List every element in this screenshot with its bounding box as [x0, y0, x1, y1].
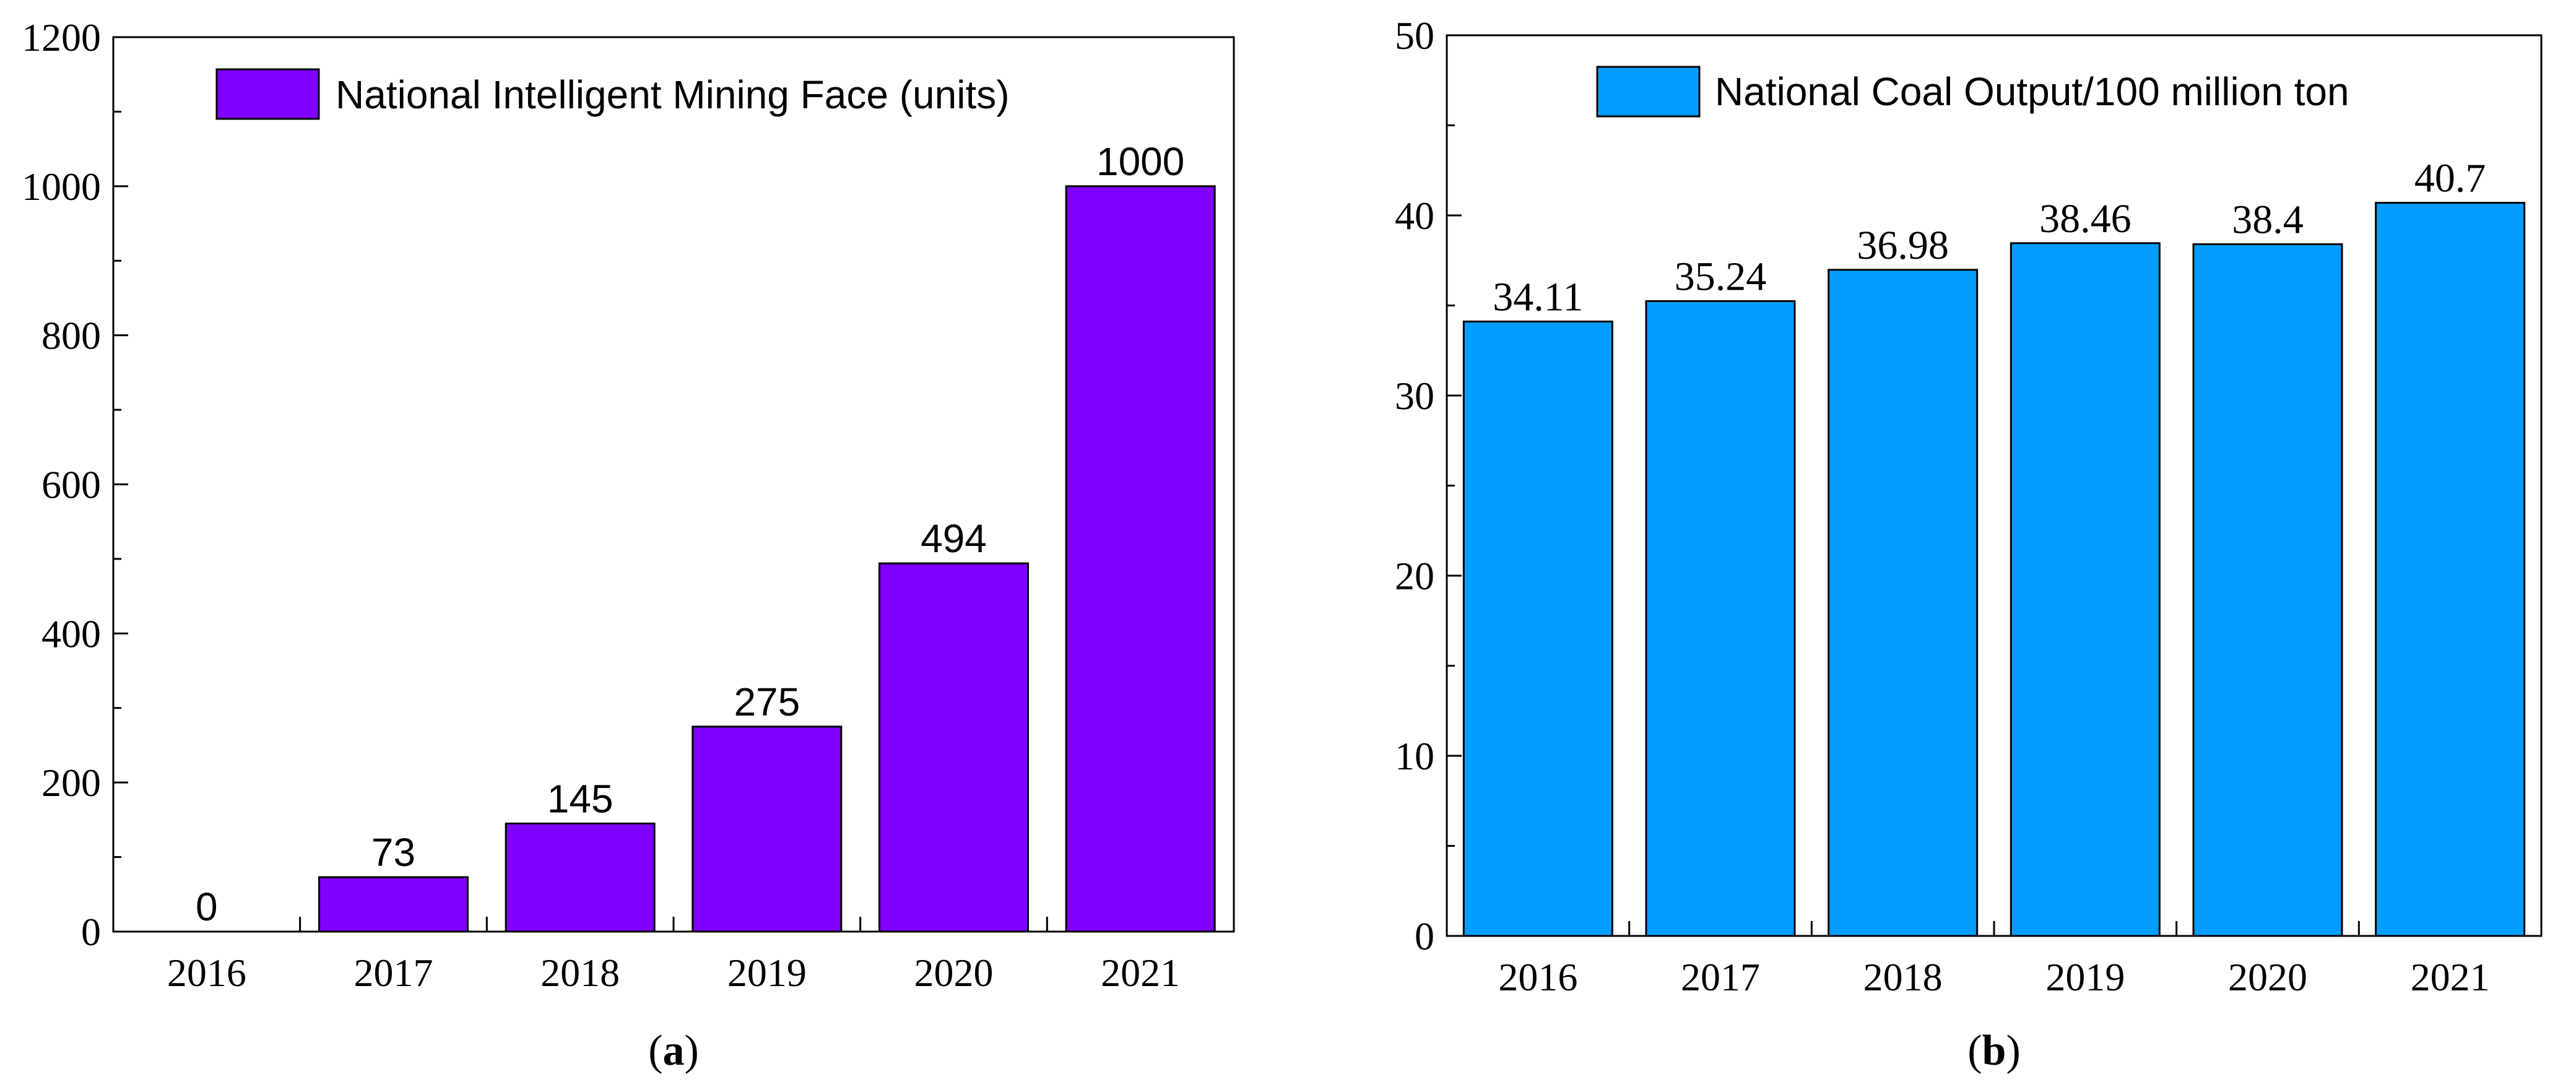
x-tick-label-2019: 2019 [2045, 955, 2125, 999]
y-tick-label: 400 [41, 612, 101, 656]
legend-label: National Intelligent Mining Face (units) [336, 72, 1010, 117]
chart-panel-b: 0 10 20 30 40 50 34.11 2016 35.24 2017 36.98 2018 38… [1395, 14, 2543, 1075]
x-tick-label-2018: 2018 [1863, 955, 1943, 999]
data-label-2016: 0 [196, 885, 218, 929]
bar-2019 [2010, 242, 2161, 937]
x-tick-label-2019: 2019 [727, 951, 807, 995]
data-label-2020: 38.4 [2232, 197, 2304, 243]
data-label-2020: 494 [921, 516, 987, 561]
data-label-2018: 36.98 [1857, 223, 1949, 268]
x-tick-label-2017: 2017 [354, 951, 433, 995]
y-tick-label: 1000 [22, 165, 101, 209]
panel-letter: a [663, 1027, 685, 1075]
x-tick-label-2020: 2020 [2228, 955, 2307, 999]
data-label-2021: 40.7 [2414, 156, 2486, 201]
x-tick-label-2021: 2021 [2411, 955, 2490, 999]
legend-label: National Coal Output/100 million ton [1715, 69, 2349, 114]
legend-swatch [1596, 66, 1701, 118]
x-tick-label-2017: 2017 [1681, 955, 1760, 999]
bar-2021 [2375, 202, 2526, 937]
y-tick-label: 800 [41, 314, 101, 358]
data-label-2016: 34.11 [1493, 274, 1583, 319]
data-label-2019: 38.46 [2039, 196, 2131, 241]
bar-2018 [505, 822, 656, 933]
bar-2017 [318, 876, 469, 933]
data-label-2021: 1000 [1096, 139, 1184, 184]
y-tick-label: 0 [1415, 914, 1434, 958]
x-tick-label-2016: 2016 [1498, 955, 1577, 999]
panel-label: (b) [1967, 1027, 2021, 1075]
data-label-2017: 35.24 [1675, 254, 1767, 300]
bar-2016 [1462, 320, 1613, 937]
y-tick-label: 40 [1395, 194, 1434, 238]
x-tick-label-2021: 2021 [1101, 951, 1180, 995]
panel-letter: b [1982, 1027, 2006, 1075]
y-tick-label: 50 [1395, 14, 1434, 58]
x-tick-label-2016: 2016 [167, 951, 246, 995]
x-tick-label-2020: 2020 [914, 951, 994, 995]
y-tick-label: 20 [1395, 554, 1434, 598]
chart-panel-a: 0 200 400 600 800 1000 1200 0 2016 73 2017 145 2018 2… [22, 15, 1235, 1075]
panel-label: (a) [648, 1027, 699, 1075]
y-tick-label: 30 [1395, 374, 1434, 418]
x-tick-label-2018: 2018 [540, 951, 620, 995]
bar-2018 [1828, 269, 1979, 937]
bar-2019 [692, 725, 843, 933]
bar-2020 [2192, 243, 2343, 937]
bar-2020 [878, 562, 1029, 933]
legend-swatch [215, 68, 320, 120]
data-label-2017: 73 [371, 830, 415, 875]
bar-2021 [1065, 185, 1216, 933]
y-tick-label: 600 [41, 463, 101, 507]
data-label-2018: 145 [547, 776, 614, 821]
y-tick-label: 200 [41, 761, 101, 805]
y-tick-label: 10 [1395, 734, 1434, 778]
bar-2017 [1645, 300, 1796, 937]
y-tick-label: 0 [81, 910, 101, 954]
y-tick-label: 1200 [22, 15, 101, 59]
data-label-2019: 275 [734, 680, 800, 724]
